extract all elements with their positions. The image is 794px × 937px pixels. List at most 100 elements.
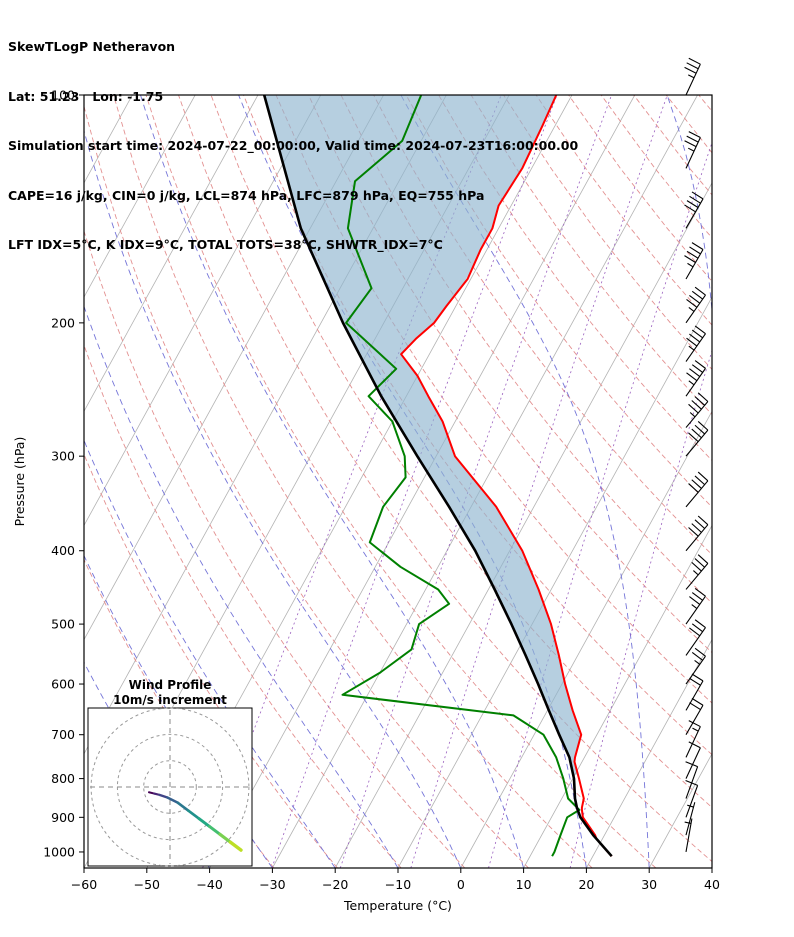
wind-barb-staff xyxy=(685,802,696,836)
isotherm-line xyxy=(586,638,712,868)
wind-barb-feather xyxy=(691,479,702,489)
pressure-tick-label: 500 xyxy=(51,617,75,632)
mixing-ratio-line xyxy=(271,95,558,868)
wind-barb-feather xyxy=(684,255,696,263)
wind-barb-feather xyxy=(688,57,701,65)
wind-barb-feather xyxy=(686,135,699,143)
pressure-tick-label: 300 xyxy=(51,449,75,464)
wind-barb-feather xyxy=(691,364,703,373)
pressure-tick-label: 700 xyxy=(51,727,75,742)
mixing-ratio-line xyxy=(410,95,668,868)
wind-barb-feather xyxy=(694,587,706,597)
isotherm-line xyxy=(397,296,712,868)
wind-barb-feather xyxy=(694,396,706,406)
dry-adiabat-line xyxy=(178,95,712,863)
wind-barb-staff xyxy=(685,524,709,552)
isotherm-line xyxy=(334,182,712,868)
wind-barb-feather xyxy=(684,140,697,148)
chart-indices-1: CAPE=16 j/kg, CIN=0 j/kg, LCL=874 hPa, L… xyxy=(8,187,485,203)
moist-adiabat-line xyxy=(84,439,336,868)
isotherm-line xyxy=(84,95,259,413)
wind-barb-feather xyxy=(691,191,704,200)
wind-barb-feather xyxy=(686,62,699,70)
isotherm-line xyxy=(84,95,322,527)
hodograph-ring xyxy=(116,733,224,841)
wind-barb-feather xyxy=(694,519,706,529)
wind-barb-staff xyxy=(685,63,701,96)
wind-barb-staff xyxy=(685,747,701,779)
wind-barb-feather xyxy=(686,200,699,208)
wind-barb-staff xyxy=(685,294,706,324)
wind-barb-half-feather xyxy=(691,604,698,609)
wind-barb-feather xyxy=(688,131,701,139)
temp-tick-label: 30 xyxy=(641,877,657,892)
wind-barb-feather xyxy=(685,761,698,768)
wind-barb-half-feather xyxy=(689,412,696,418)
isotherm-line xyxy=(711,867,712,868)
wind-barb-half-feather xyxy=(687,804,694,808)
hodograph-trace-segment xyxy=(197,817,211,828)
wind-barb-feather xyxy=(694,475,706,486)
wind-barb-feather xyxy=(689,246,701,255)
wind-barb-staff xyxy=(685,627,706,656)
dry-adiabat-line xyxy=(145,95,657,868)
wind-barb-feather xyxy=(688,720,701,728)
wind-barb-staff xyxy=(685,137,701,169)
dry-adiabat-line xyxy=(600,95,712,239)
wind-barb-half-feather xyxy=(694,660,701,665)
chart-latlon: Lat: 51.23 Lon: -1.75 xyxy=(8,88,164,104)
isotherm-line xyxy=(523,524,712,868)
moist-adiabat-line xyxy=(400,95,650,868)
wind-barb-feather xyxy=(691,329,703,339)
wind-barb-feather xyxy=(688,527,699,537)
wind-barb-feather xyxy=(691,428,702,439)
wind-barb-feather xyxy=(689,596,701,605)
wind-barb-feather xyxy=(684,66,697,74)
temp-tick-label: 20 xyxy=(578,877,594,892)
wind-barb-staff xyxy=(685,595,706,625)
temp-tick-label: −40 xyxy=(196,877,222,892)
wind-barb-feather xyxy=(689,333,701,343)
chart-title: SkewTLogP Netheravon xyxy=(8,39,176,54)
wind-barb-half-feather xyxy=(687,262,694,268)
wind-barb-staff xyxy=(685,785,699,818)
temp-tick-label: −20 xyxy=(322,877,348,892)
wind-barb-half-feather xyxy=(688,345,695,351)
wind-barb-half-feather xyxy=(687,147,695,152)
wind-barb-staff xyxy=(685,704,704,735)
wind-barb-feather xyxy=(688,483,699,493)
wind-barb-feather xyxy=(691,400,702,410)
sounding-curves xyxy=(262,95,613,858)
pressure-tick-label: 100 xyxy=(51,88,75,103)
dry-adiabat-line xyxy=(698,95,712,112)
mixing-ratio-line xyxy=(202,95,502,868)
wind-barb-feather xyxy=(691,561,702,572)
pressure-tick-label: 400 xyxy=(51,543,75,558)
temp-tick-label: 0 xyxy=(457,877,465,892)
hodograph-trace-segment xyxy=(228,840,243,852)
wind-barb-feather xyxy=(694,647,706,657)
wind-barb-staff xyxy=(685,368,706,397)
dry-adiabat-line xyxy=(633,95,712,196)
pressure-axis-label: Pressure (hPa) xyxy=(12,437,27,527)
wind-barb-feather xyxy=(689,294,701,304)
isotherm-line xyxy=(84,95,196,298)
hodograph-trace-segment xyxy=(158,793,169,799)
dry-adiabat-line xyxy=(84,104,529,868)
chart-header: SkewTLogP Netheravon Lat: 51.23 Lon: -1.… xyxy=(8,6,578,287)
isotherm-line xyxy=(648,752,712,868)
chart-times: Simulation start time: 2024-07-22_00:00:… xyxy=(8,138,579,153)
wind-barb-half-feather xyxy=(688,307,695,312)
wind-barb-feather xyxy=(697,421,709,431)
pressure-tick-label: 1000 xyxy=(43,844,75,859)
temperature-curve xyxy=(400,95,613,857)
cape-shaded-area xyxy=(264,95,582,775)
wind-barb-staff xyxy=(685,480,709,508)
hodograph-subtitle: 10m/s increment xyxy=(113,693,227,707)
wind-barb-staff xyxy=(685,249,704,280)
isotherm-line xyxy=(0,95,7,868)
